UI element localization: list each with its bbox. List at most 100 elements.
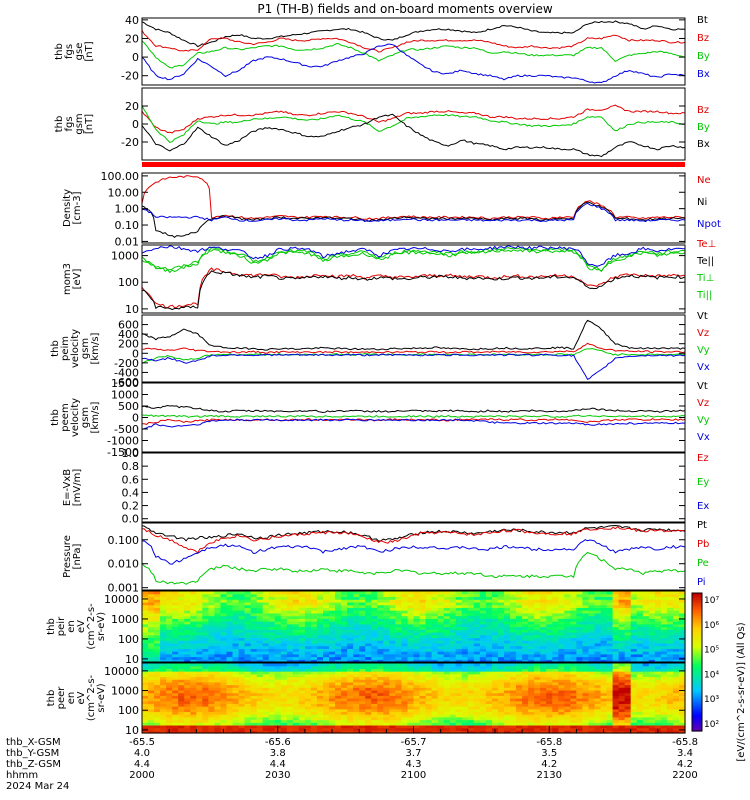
spectrogram-cell (154, 679, 161, 683)
xaxis-row-label: hhmm (6, 770, 38, 781)
spectrogram-cell (534, 695, 541, 699)
spectrogram-cell (642, 651, 650, 655)
spectrogram-cell (678, 714, 686, 718)
spectrogram-cell (425, 668, 433, 672)
spectrogram-cell (576, 591, 584, 595)
spectrogram-cell (642, 599, 650, 603)
spectrogram-cell (208, 676, 215, 680)
spectrogram-cell (329, 687, 336, 691)
spectrogram-cell (184, 719, 191, 723)
spectrogram-cell (377, 665, 384, 669)
spectrogram-cell (419, 700, 427, 704)
spectrogram-cell (208, 631, 215, 636)
spectrogram-cell (304, 604, 312, 608)
spectrogram-cell (341, 698, 348, 702)
spectrogram-cell (624, 703, 632, 707)
spectrogram-cell (184, 700, 191, 704)
spectrogram-cell (190, 593, 197, 598)
spectrogram-cell (558, 711, 565, 715)
spectrogram-cell (612, 640, 620, 644)
spectrogram-cell (455, 689, 463, 694)
spectrogram-cell (274, 626, 282, 630)
spectrogram-cell (389, 684, 396, 688)
spectrogram-cell (606, 719, 614, 723)
spectrogram-cell (648, 684, 656, 688)
spectrogram-cell (642, 665, 650, 669)
spectrogram-cell (280, 708, 288, 713)
spectrogram-cell (522, 634, 529, 639)
spectrogram-cell (244, 607, 252, 611)
spectrogram-cell (636, 640, 644, 644)
spectrogram-cell (437, 716, 445, 721)
spectrogram-cell (564, 640, 571, 644)
spectrogram-cell (262, 631, 270, 636)
spectrogram-cell (510, 668, 517, 672)
spectrogram-cell (274, 708, 282, 713)
spectrogram-cell (310, 716, 318, 721)
spectrogram-cell (298, 623, 306, 628)
spectrogram-cell (407, 681, 415, 686)
spectrogram-cell (491, 604, 499, 608)
spectrogram-cell (178, 719, 185, 723)
spectrogram-cell (256, 634, 264, 639)
spectrogram-cell (672, 663, 680, 667)
spectrogram-cell (178, 676, 185, 680)
spectrogram-cell (178, 716, 185, 721)
spectrogram-cell (564, 681, 571, 686)
spectrogram-cell (437, 607, 445, 611)
spectrogram-cell (528, 700, 535, 704)
spectrogram-cell (624, 719, 632, 723)
spectrogram-cell (220, 610, 228, 614)
spectrogram-cell (431, 618, 439, 622)
spectrogram-cell (618, 665, 626, 669)
spectrogram-cell (497, 648, 505, 652)
spectrogram-cell (262, 673, 270, 678)
spectrogram-cell (377, 668, 384, 672)
spectrogram-cell (202, 637, 209, 641)
spectrogram-cell (353, 687, 360, 691)
spectrogram-cell (359, 676, 366, 680)
spectrogram-cell (280, 612, 288, 617)
spectrogram-cell (437, 689, 445, 694)
spectrogram-cell (666, 671, 674, 675)
spectrogram-cell (341, 706, 348, 710)
spectrogram-cell (540, 700, 547, 704)
spectrogram-cell (672, 607, 680, 611)
spectrogram-cell (292, 653, 300, 658)
spectrogram-cell (298, 711, 306, 715)
spectrogram-cell (365, 610, 372, 614)
spectrogram-cell (540, 596, 547, 600)
spectrogram-cell (298, 689, 306, 694)
spectrogram-cell (407, 703, 415, 707)
spectrogram-cell (184, 629, 191, 633)
spectrogram-cell (250, 695, 258, 699)
spectrogram-cell (510, 671, 517, 675)
spectrogram-cell (226, 681, 234, 686)
spectrogram-cell (461, 698, 469, 702)
spectrogram-cell (148, 618, 155, 622)
spectrogram-cell (347, 727, 354, 731)
spectrogram-cell (250, 665, 258, 669)
spectrogram-cell (564, 708, 571, 713)
spectrogram-cell (214, 727, 222, 731)
spectrogram-cell (413, 626, 421, 630)
spectrogram-cell (648, 601, 656, 606)
spectrogram-cell (196, 676, 203, 680)
spectrogram-cell (419, 623, 427, 628)
spectrogram-cell (178, 634, 185, 639)
spectrogram-cell (485, 599, 493, 603)
spectrogram-cell (606, 607, 614, 611)
spectrogram-cell (250, 651, 258, 655)
spectrogram-cell (467, 679, 475, 683)
spectrogram-cell (359, 612, 366, 617)
spectrogram-cell (341, 684, 348, 688)
spectrogram-cell (268, 679, 276, 683)
spectrogram-cell (323, 599, 330, 603)
spectrogram-cell (407, 599, 415, 603)
spectrogram-cell (335, 631, 342, 636)
spectrogram-cell (214, 673, 222, 678)
spectrogram-cell (606, 695, 614, 699)
spectrogram-cell (552, 724, 559, 729)
spectrogram-cell (437, 719, 445, 723)
spectrogram-cell (540, 637, 547, 641)
